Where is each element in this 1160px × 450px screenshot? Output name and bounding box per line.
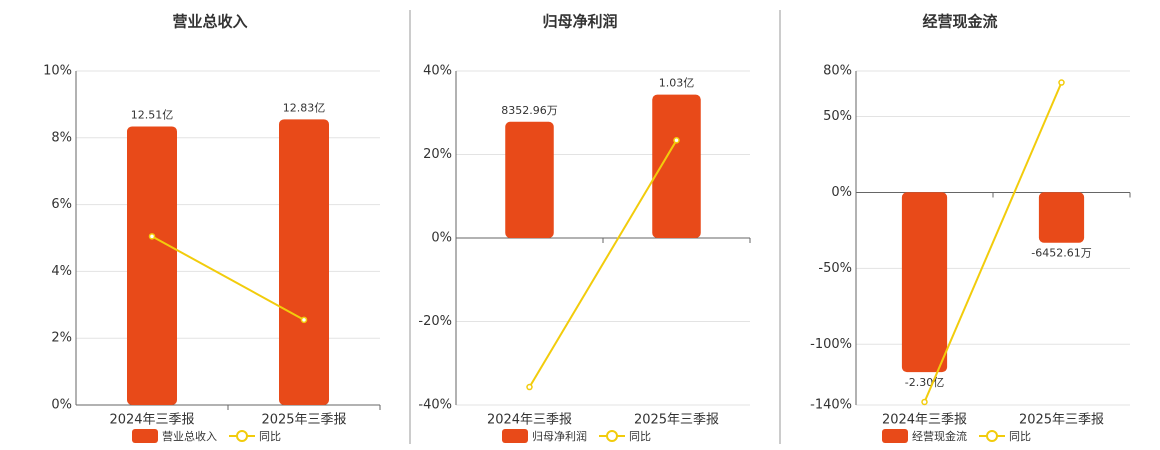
y-tick-label: 20% (423, 147, 452, 162)
x-tick-label: 2025年三季报 (1019, 413, 1104, 428)
x-tick-label: 2024年三季报 (487, 413, 572, 428)
legend-marker (986, 430, 998, 442)
y-tick-label: -40% (418, 398, 452, 413)
legend-swatch (502, 429, 528, 443)
point (921, 398, 928, 406)
y-tick-label: 10% (43, 64, 72, 79)
legend-marker (236, 430, 248, 442)
legend-label: 同比 (1009, 430, 1031, 443)
line (151, 235, 305, 321)
line (923, 82, 1063, 403)
y-tick-label: 4% (51, 264, 72, 279)
bar (1038, 192, 1085, 243)
legend-swatch (882, 429, 908, 443)
x-tick-label: 2025年三季报 (261, 413, 346, 428)
y-tick-label: -100% (810, 337, 852, 352)
legend-marker (606, 430, 618, 442)
legend-swatch (132, 429, 158, 443)
y-tick-label: 50% (823, 109, 852, 124)
y-tick-label: 0% (51, 398, 72, 413)
y-tick-label: -20% (418, 314, 452, 329)
bar (505, 121, 554, 238)
point (673, 137, 680, 144)
y-tick-label: 2% (51, 331, 72, 346)
legend-label: 营业总收入 (162, 429, 217, 443)
y-tick-label: 0% (831, 185, 852, 200)
legend-label: 同比 (629, 430, 651, 443)
chart-title: 经营现金流 (922, 13, 997, 31)
line (528, 139, 678, 388)
x-tick-label: 2024年三季报 (109, 413, 194, 428)
x-tick-label: 2025年三季报 (634, 413, 719, 428)
bar (127, 126, 177, 405)
chart-title: 营业总收入 (172, 13, 247, 31)
y-tick-label: 40% (423, 64, 452, 79)
data-label: -2.30亿 (905, 376, 944, 389)
point (148, 233, 156, 240)
y-tick-label: 0% (431, 231, 452, 246)
bar (279, 119, 329, 405)
data-label: 1.03亿 (659, 77, 695, 90)
point (1058, 79, 1065, 86)
point (300, 316, 308, 324)
data-label: 8352.96万 (501, 104, 558, 117)
y-tick-label: -140% (810, 398, 852, 413)
bar (901, 192, 948, 373)
y-tick-label: 8% (51, 130, 72, 145)
legend-label: 归母净利润 (532, 429, 587, 443)
y-tick-label: -50% (818, 261, 852, 276)
data-label: 12.83亿 (283, 101, 326, 114)
data-label: 12.51亿 (131, 108, 174, 121)
legend-label: 经营现金流 (912, 429, 967, 443)
x-tick-label: 2024年三季报 (882, 413, 967, 428)
data-label: -6452.61万 (1031, 247, 1091, 260)
bar (652, 94, 701, 239)
point (526, 383, 533, 391)
y-tick-label: 80% (823, 64, 852, 79)
y-tick-label: 6% (51, 197, 72, 212)
chart-title: 归母净利润 (542, 13, 617, 31)
legend-label: 同比 (259, 430, 281, 443)
